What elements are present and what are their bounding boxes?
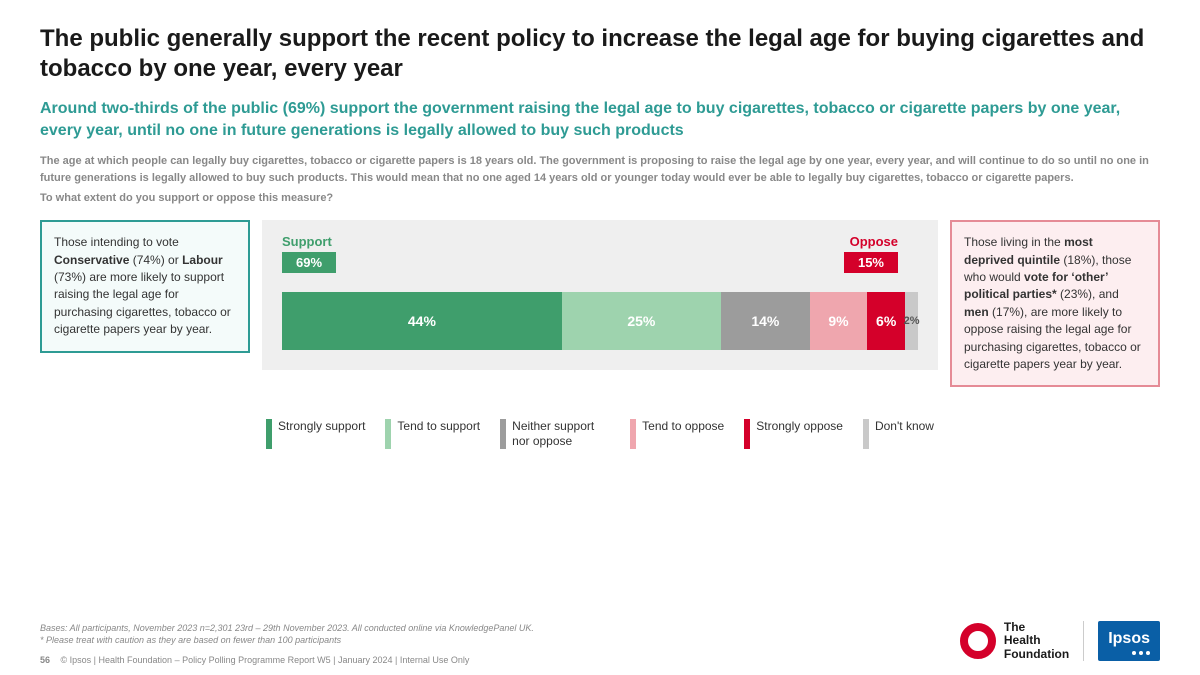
main-row: Those intending to vote Conservative (74… bbox=[40, 220, 1160, 387]
legend-swatch bbox=[500, 419, 506, 449]
callout-oppose: Those living in the most deprived quinti… bbox=[950, 220, 1160, 387]
bar-segment: 25% bbox=[562, 292, 721, 350]
footnotes: Bases: All participants, November 2023 n… bbox=[40, 622, 534, 647]
text-bold: Labour bbox=[182, 253, 223, 267]
legend-label: Don't know bbox=[875, 419, 934, 433]
support-label: Support bbox=[282, 234, 336, 249]
oppose-total-badge: 15% bbox=[844, 252, 898, 273]
text: Those living in the bbox=[964, 235, 1064, 249]
health-foundation-logo: The Health Foundation bbox=[960, 621, 1069, 661]
bar-segment: 9% bbox=[810, 292, 867, 350]
legend-label: Strongly oppose bbox=[756, 419, 843, 433]
chart-legend: Strongly support Tend to support Neither s… bbox=[40, 419, 1160, 449]
legend-item: Tend to support bbox=[385, 419, 480, 449]
oppose-label: Oppose bbox=[844, 234, 898, 249]
legend-item: Tend to oppose bbox=[630, 419, 724, 449]
legend-swatch bbox=[744, 419, 750, 449]
context-paragraph: The age at which people can legally buy … bbox=[40, 153, 1160, 186]
slide-footer: 56 © Ipsos | Health Foundation – Policy … bbox=[40, 655, 469, 665]
legend-item: Neither support nor oppose bbox=[500, 419, 610, 449]
footnote-line: * Please treat with caution as they are … bbox=[40, 634, 534, 647]
logo-text: Ipsos bbox=[1108, 630, 1150, 647]
footer-text: © Ipsos | Health Foundation – Policy Pol… bbox=[61, 655, 470, 665]
bar-segment: 44% bbox=[282, 292, 562, 350]
text: (73%) are more likely to support raising… bbox=[54, 270, 231, 336]
logo-block: The Health Foundation Ipsos bbox=[960, 621, 1160, 661]
slide-subtitle: Around two-thirds of the public (69%) su… bbox=[40, 98, 1160, 141]
logo-text: Foundation bbox=[1004, 648, 1069, 661]
bar-segment: 2% bbox=[905, 292, 918, 350]
slide-title: The public generally support the recent … bbox=[40, 24, 1160, 84]
text: (74%) or bbox=[129, 253, 182, 267]
footnote-line: Bases: All participants, November 2023 n… bbox=[40, 622, 534, 635]
legend-label: Tend to oppose bbox=[642, 419, 724, 433]
legend-item: Don't know bbox=[863, 419, 934, 449]
text: (23%), and bbox=[1057, 287, 1119, 301]
legend-swatch bbox=[385, 419, 391, 449]
legend-item: Strongly support bbox=[266, 419, 365, 449]
bar-segment: 14% bbox=[721, 292, 810, 350]
oppose-header: Oppose 15% bbox=[844, 234, 898, 273]
text: Those intending to vote bbox=[54, 235, 179, 249]
logo-text: Health bbox=[1004, 634, 1069, 647]
legend-swatch bbox=[266, 419, 272, 449]
support-header: Support 69% bbox=[282, 234, 336, 273]
survey-question: To what extent do you support or oppose … bbox=[40, 192, 1160, 204]
text-bold: men bbox=[964, 305, 989, 319]
legend-item: Strongly oppose bbox=[744, 419, 843, 449]
legend-swatch bbox=[863, 419, 869, 449]
legend-label: Strongly support bbox=[278, 419, 365, 433]
legend-label: Neither support nor oppose bbox=[512, 419, 610, 448]
legend-swatch bbox=[630, 419, 636, 449]
ring-icon bbox=[960, 623, 996, 659]
text: (17%), are more likely to oppose raising… bbox=[964, 305, 1141, 371]
legend-label: Tend to support bbox=[397, 419, 480, 433]
support-total-badge: 69% bbox=[282, 252, 336, 273]
stacked-bar-chart: Support 69% Oppose 15% 44%25%14%9%6%2% bbox=[262, 220, 938, 370]
text-bold: Conservative bbox=[54, 253, 129, 267]
logo-divider bbox=[1083, 621, 1084, 661]
ipsos-logo: Ipsos bbox=[1098, 621, 1160, 661]
bar-segment: 6% bbox=[867, 292, 905, 350]
bar-segments: 44%25%14%9%6%2% bbox=[282, 292, 918, 350]
page-number: 56 bbox=[40, 655, 50, 665]
callout-support: Those intending to vote Conservative (74… bbox=[40, 220, 250, 352]
